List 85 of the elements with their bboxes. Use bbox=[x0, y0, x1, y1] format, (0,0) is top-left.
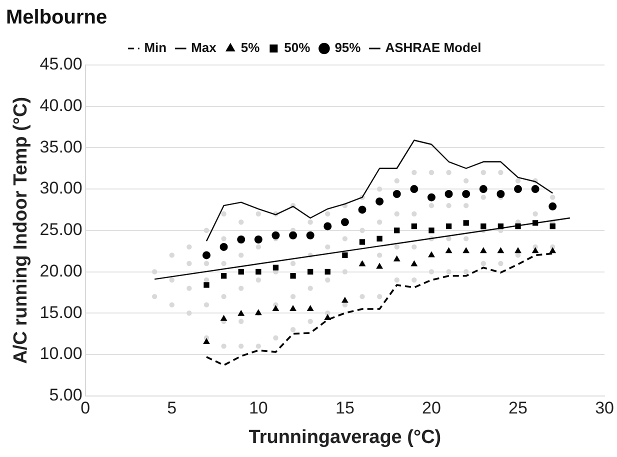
y-tick-label: 5.00 bbox=[49, 385, 82, 404]
point bbox=[220, 242, 228, 251]
legend-label: Max bbox=[191, 40, 218, 56]
point bbox=[550, 223, 556, 230]
y-tick-label: 30.00 bbox=[40, 178, 82, 198]
point bbox=[514, 247, 522, 254]
point bbox=[359, 239, 366, 245]
point bbox=[358, 206, 366, 214]
point bbox=[306, 304, 314, 311]
point bbox=[324, 222, 332, 230]
point bbox=[308, 268, 314, 275]
y-tick-label: 45.00 bbox=[40, 54, 82, 74]
x-tick-label: 5 bbox=[167, 398, 177, 418]
point bbox=[410, 260, 418, 266]
point bbox=[497, 247, 504, 254]
point bbox=[341, 296, 348, 303]
point bbox=[514, 185, 522, 194]
point bbox=[202, 251, 210, 260]
x-tick-label: 30 bbox=[595, 398, 614, 418]
y-axis-title: A/C running Indoor Temp (°C) bbox=[10, 96, 32, 364]
point bbox=[376, 262, 384, 269]
y-tick-label: 10.00 bbox=[40, 344, 82, 364]
point bbox=[376, 197, 384, 206]
point bbox=[393, 255, 400, 262]
point bbox=[290, 273, 296, 279]
point bbox=[480, 247, 487, 254]
point bbox=[515, 223, 521, 230]
point bbox=[549, 247, 556, 254]
x-tick-label: 10 bbox=[248, 398, 268, 418]
x-tick-label: 15 bbox=[335, 398, 354, 418]
point bbox=[342, 252, 348, 258]
y-tick-label: 35.00 bbox=[40, 137, 82, 156]
point bbox=[532, 220, 538, 226]
point bbox=[204, 282, 210, 288]
y-tick-label: 40.00 bbox=[40, 96, 82, 116]
point bbox=[428, 228, 434, 234]
point bbox=[220, 273, 227, 279]
point bbox=[479, 185, 488, 194]
y-tick-label: 20.00 bbox=[40, 261, 82, 280]
point bbox=[394, 228, 400, 234]
chart-title: Melbourne bbox=[6, 6, 108, 29]
point bbox=[220, 314, 228, 321]
point bbox=[462, 190, 470, 198]
x-tick-label: 0 bbox=[80, 398, 90, 418]
point bbox=[532, 247, 539, 254]
point bbox=[392, 190, 401, 198]
point bbox=[272, 231, 280, 240]
point bbox=[463, 220, 469, 226]
point bbox=[324, 268, 330, 275]
point bbox=[480, 223, 486, 230]
point bbox=[444, 190, 453, 198]
legend-label: 50% bbox=[284, 40, 311, 56]
point bbox=[272, 264, 279, 270]
point bbox=[548, 202, 557, 210]
point bbox=[445, 247, 452, 254]
point bbox=[446, 223, 452, 230]
point bbox=[237, 235, 246, 244]
point bbox=[498, 223, 504, 230]
legend-label: 95% bbox=[334, 40, 362, 56]
point bbox=[238, 310, 245, 316]
point bbox=[290, 304, 296, 311]
point bbox=[306, 231, 314, 240]
legend-label: Min bbox=[144, 40, 167, 56]
point bbox=[256, 268, 262, 275]
x-tick-label: 20 bbox=[422, 398, 441, 418]
point bbox=[272, 304, 280, 311]
point bbox=[427, 193, 436, 202]
point bbox=[462, 247, 470, 254]
x-axis-title: Trunningaverage (°C) bbox=[248, 426, 442, 448]
point bbox=[340, 218, 349, 226]
point bbox=[411, 223, 417, 230]
point bbox=[531, 185, 540, 194]
point bbox=[428, 251, 435, 258]
x-tick-label: 25 bbox=[508, 398, 528, 418]
point bbox=[254, 235, 262, 244]
legend-label: ASHRAE Model bbox=[385, 40, 482, 56]
point bbox=[203, 338, 210, 344]
y-tick-label: 25.00 bbox=[40, 220, 82, 240]
y-tick-label: 15.00 bbox=[40, 302, 82, 322]
point bbox=[376, 236, 382, 242]
legend-label: 5% bbox=[240, 40, 260, 56]
point bbox=[289, 231, 298, 240]
point bbox=[410, 185, 418, 194]
point bbox=[496, 190, 505, 198]
point bbox=[238, 268, 244, 275]
